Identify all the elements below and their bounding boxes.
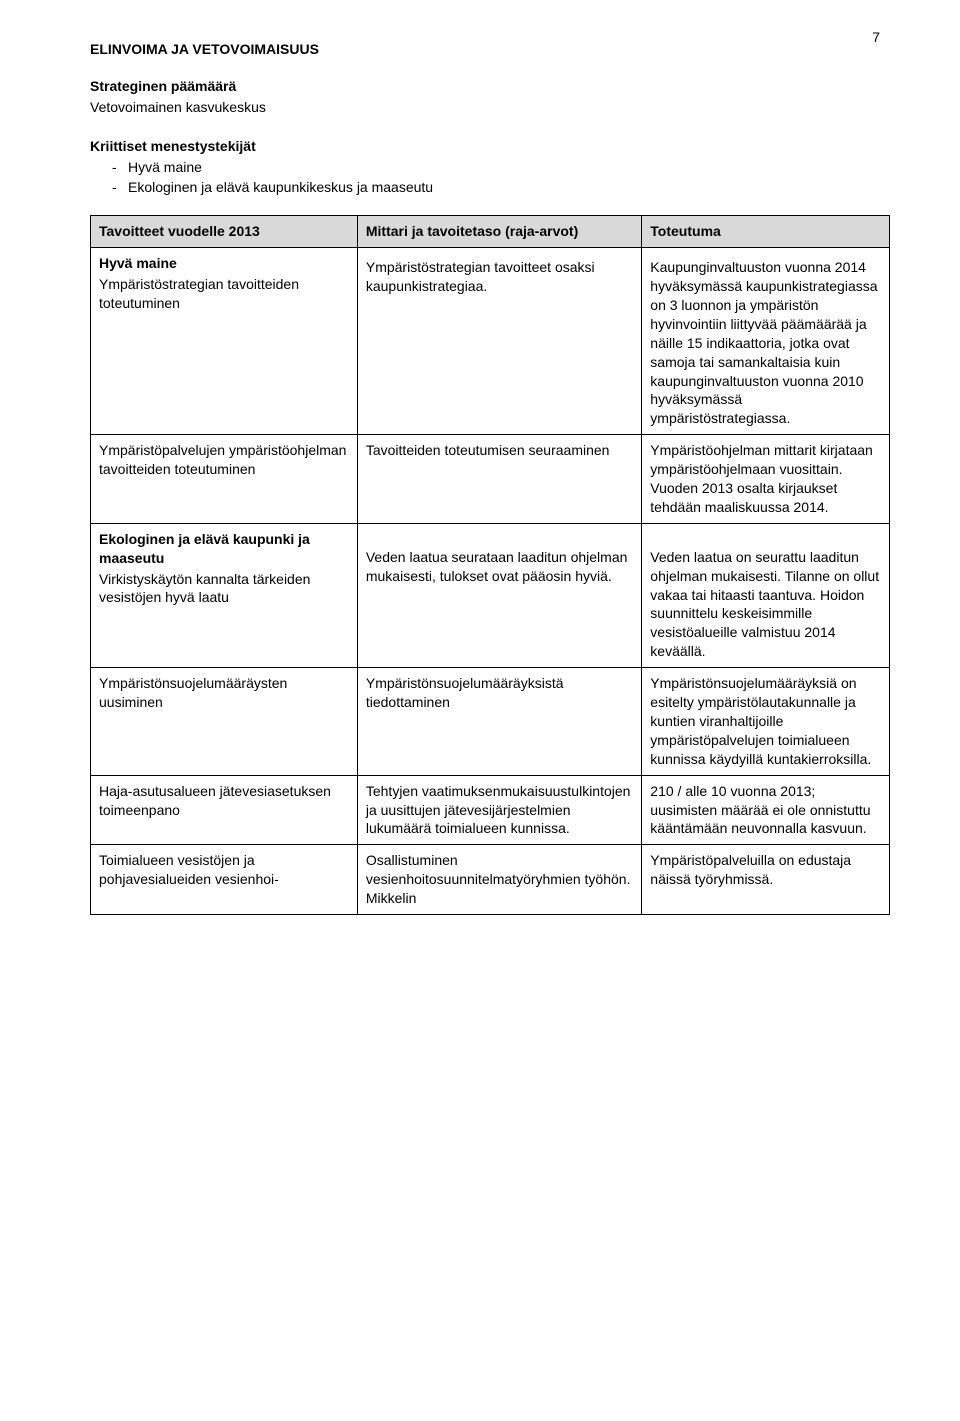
table-row: Ympäristöpalvelujen ympäristöohjelman ta… xyxy=(91,435,890,524)
cell-tavoite: Haja-asutusalueen jätevesiasetuksen toim… xyxy=(91,775,358,845)
table-row: Hyvä maine Ympäristöstrategian tavoittei… xyxy=(91,248,890,435)
cell-mittari: Osallistuminen vesienhoitosuunnitelmatyö… xyxy=(357,845,641,915)
cell-tavoite: Ekologinen ja elävä kaupunki ja maaseutu… xyxy=(91,523,358,667)
table-row: Haja-asutusalueen jätevesiasetuksen toim… xyxy=(91,775,890,845)
cell-tavoite: Ympäristönsuojelumääräysten uusiminen xyxy=(91,668,358,775)
cell-subheading: Hyvä maine xyxy=(99,254,349,273)
cell-body: Virkistyskäytön kannalta tärkeiden vesis… xyxy=(99,571,310,606)
table-row: Ympäristönsuojelumääräysten uusiminen Ym… xyxy=(91,668,890,775)
cell-mittari: Tavoitteiden toteutumisen seuraaminen xyxy=(357,435,641,524)
cell-toteutuma: Kaupunginvaltuuston vuonna 2014 hyväksym… xyxy=(642,248,890,435)
cell-toteutuma: Veden laatua on seurattu laaditun ohjelm… xyxy=(642,523,890,667)
th-mittari: Mittari ja tavoitetaso (raja-arvot) xyxy=(357,216,641,248)
list-item: Hyvä maine xyxy=(90,158,890,177)
table-header-row: Tavoitteet vuodelle 2013 Mittari ja tavo… xyxy=(91,216,890,248)
cell-toteutuma: Ympäristöpalveluilla on edustaja näissä … xyxy=(642,845,890,915)
cell-body: Veden laatua seurataan laaditun ohjelman… xyxy=(366,549,628,584)
cell-subheading: Ekologinen ja elävä kaupunki ja maaseutu xyxy=(99,530,349,568)
list-item: Ekologinen ja elävä kaupunkikeskus ja ma… xyxy=(90,178,890,197)
kriittiset-heading: Kriittiset menestystekijät xyxy=(90,137,890,156)
cell-tavoite: Ympäristöpalvelujen ympäristöohjelman ta… xyxy=(91,435,358,524)
cell-body: Veden laatua on seurattu laaditun ohjelm… xyxy=(650,549,879,659)
th-tavoitteet: Tavoitteet vuodelle 2013 xyxy=(91,216,358,248)
cell-toteutuma: Ympäristöohjelman mittarit kirjataan ymp… xyxy=(642,435,890,524)
strateginen-value: Vetovoimainen kasvukeskus xyxy=(90,98,890,117)
cell-body: Kaupunginvaltuuston vuonna 2014 hyväksym… xyxy=(650,259,877,426)
cell-mittari: Ympäristöstrategian tavoitteet osaksi ka… xyxy=(357,248,641,435)
kriittiset-list: Hyvä maine Ekologinen ja elävä kaupunkik… xyxy=(90,158,890,198)
strateginen-heading: Strateginen päämäärä xyxy=(90,77,890,96)
intro-block: Strateginen päämäärä Vetovoimainen kasvu… xyxy=(90,77,890,197)
table-row: Ekologinen ja elävä kaupunki ja maaseutu… xyxy=(91,523,890,667)
cell-tavoite: Hyvä maine Ympäristöstrategian tavoittei… xyxy=(91,248,358,435)
cell-body: Ympäristöstrategian tavoitteet osaksi ka… xyxy=(366,259,595,294)
section-title: ELINVOIMA JA VETOVOIMAISUUS xyxy=(90,40,890,59)
th-toteutuma: Toteutuma xyxy=(642,216,890,248)
cell-body: Ympäristöstrategian tavoitteiden toteutu… xyxy=(99,276,299,311)
goals-table: Tavoitteet vuodelle 2013 Mittari ja tavo… xyxy=(90,215,890,915)
cell-mittari: Ympäristönsuojelumääräyksistä tiedottami… xyxy=(357,668,641,775)
cell-toteutuma: 210 / alle 10 vuonna 2013; uusimisten mä… xyxy=(642,775,890,845)
cell-tavoite: Toimialueen vesistöjen ja pohjavesialuei… xyxy=(91,845,358,915)
cell-mittari: Tehtyjen vaatimuksenmukaisuustulkintojen… xyxy=(357,775,641,845)
page-number: 7 xyxy=(872,28,880,47)
page: 7 ELINVOIMA JA VETOVOIMAISUUS Strategine… xyxy=(0,0,960,955)
cell-mittari: Veden laatua seurataan laaditun ohjelman… xyxy=(357,523,641,667)
table-row: Toimialueen vesistöjen ja pohjavesialuei… xyxy=(91,845,890,915)
cell-toteutuma: Ympäristönsuojelumääräyksiä on esitelty … xyxy=(642,668,890,775)
